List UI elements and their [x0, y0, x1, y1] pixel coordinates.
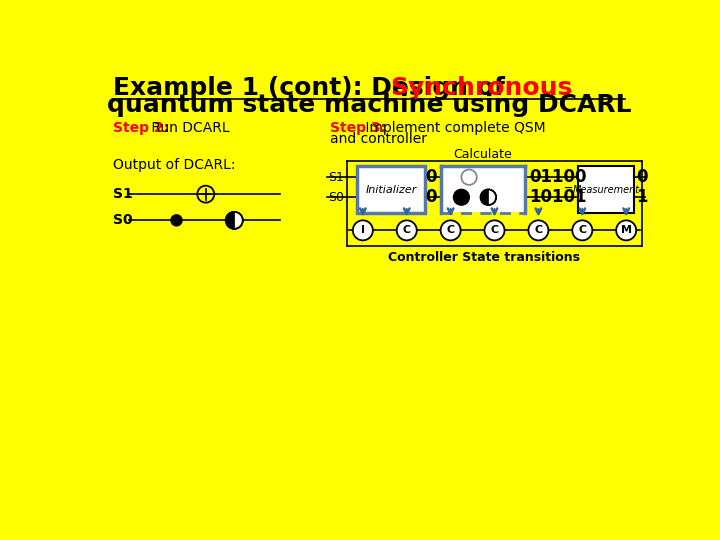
Text: S0: S0	[113, 213, 133, 227]
Wedge shape	[226, 212, 234, 229]
Circle shape	[171, 215, 182, 226]
Text: Synchronous: Synchronous	[390, 76, 573, 100]
Text: Step 3:: Step 3:	[330, 121, 387, 135]
Text: C: C	[534, 225, 542, 235]
Text: Run DCARL: Run DCARL	[148, 121, 230, 135]
Text: 0: 0	[425, 188, 436, 206]
Text: Controller State transitions: Controller State transitions	[389, 251, 580, 264]
Text: Output of DCARL:: Output of DCARL:	[113, 158, 236, 172]
Circle shape	[616, 220, 636, 240]
Text: S1: S1	[113, 187, 133, 201]
Circle shape	[353, 220, 373, 240]
Bar	[578, 166, 634, 213]
Text: 01100: 01100	[529, 168, 587, 186]
Text: quantum state machine using DCARL: quantum state machine using DCARL	[107, 93, 631, 117]
Text: 10101: 10101	[529, 188, 587, 206]
Text: Step 2:: Step 2:	[113, 121, 169, 135]
Wedge shape	[481, 190, 488, 205]
Text: Implement complete QSM: Implement complete QSM	[361, 121, 546, 135]
Bar	[442, 167, 523, 212]
Text: _: _	[564, 175, 572, 189]
Text: C: C	[446, 225, 455, 235]
Circle shape	[441, 220, 461, 240]
Text: Calculate: Calculate	[454, 147, 513, 160]
Circle shape	[485, 220, 505, 240]
Text: and controller: and controller	[330, 132, 428, 146]
Wedge shape	[488, 190, 496, 205]
Circle shape	[572, 220, 593, 240]
Text: Measurement: Measurement	[572, 185, 640, 194]
Text: Initializer: Initializer	[366, 185, 417, 194]
Text: S1: S1	[328, 171, 344, 184]
Text: I: I	[361, 225, 365, 235]
Text: C: C	[402, 225, 411, 235]
Circle shape	[397, 220, 417, 240]
Circle shape	[454, 190, 469, 205]
Text: C: C	[490, 225, 498, 235]
Text: 0: 0	[425, 168, 436, 186]
Text: 0: 0	[636, 168, 647, 186]
Circle shape	[528, 220, 549, 240]
Text: Example 1 (cont): Design of: Example 1 (cont): Design of	[113, 76, 514, 100]
Text: C: C	[578, 225, 586, 235]
Bar	[357, 166, 426, 213]
Text: S0: S0	[328, 191, 344, 204]
Text: M: M	[621, 225, 631, 235]
Text: 1: 1	[636, 188, 647, 206]
Wedge shape	[234, 212, 243, 229]
